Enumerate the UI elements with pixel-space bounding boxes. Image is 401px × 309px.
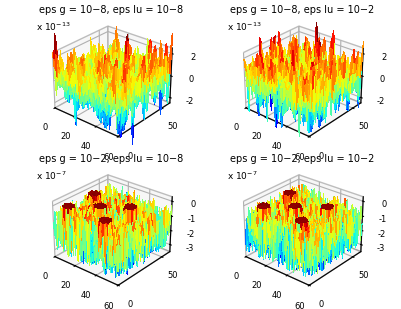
Text: x 10$^{-7}$: x 10$^{-7}$: [227, 169, 257, 182]
Title: eps g = 10−8, eps lu = 10−8: eps g = 10−8, eps lu = 10−8: [39, 6, 183, 15]
Text: x 10$^{-13}$: x 10$^{-13}$: [227, 21, 261, 33]
Text: x 10$^{-7}$: x 10$^{-7}$: [36, 169, 67, 182]
Title: eps g = 10−2, eps lu = 10−8: eps g = 10−2, eps lu = 10−8: [39, 154, 183, 164]
Title: eps g = 10−2, eps lu = 10−2: eps g = 10−2, eps lu = 10−2: [230, 154, 374, 164]
Title: eps g = 10−8, eps lu = 10−2: eps g = 10−8, eps lu = 10−2: [230, 6, 374, 15]
Text: x 10$^{-13}$: x 10$^{-13}$: [36, 21, 71, 33]
